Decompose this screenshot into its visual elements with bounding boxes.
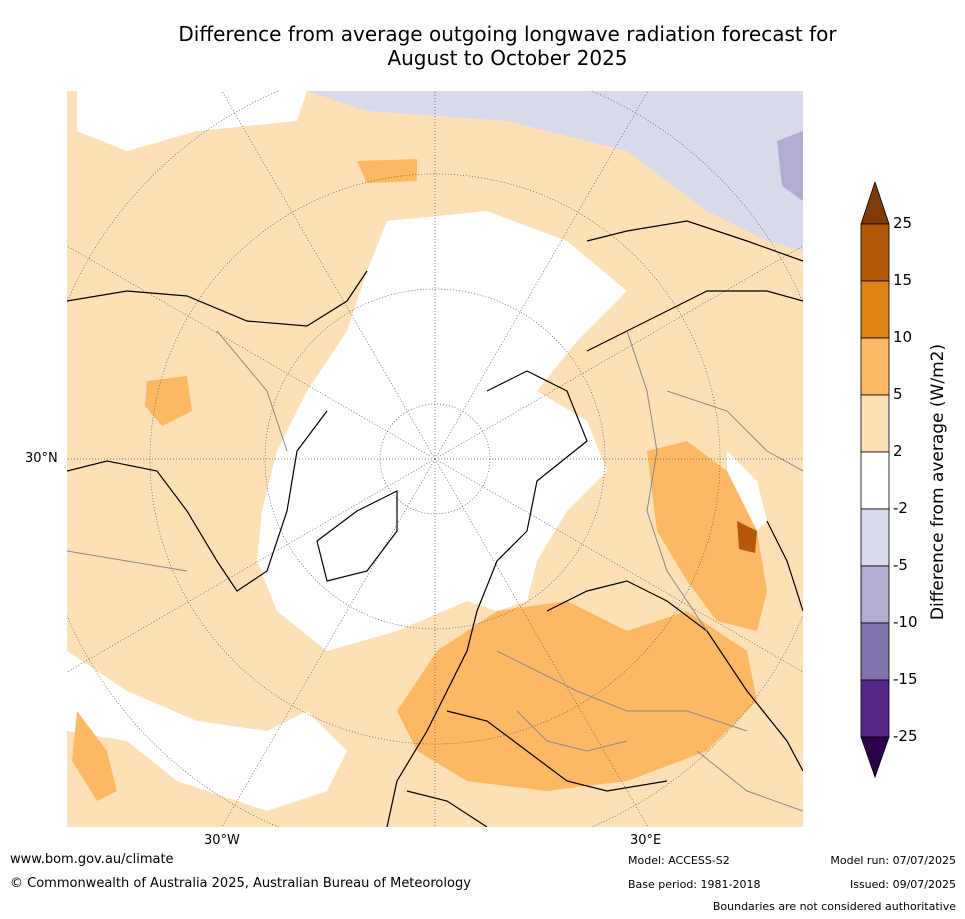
positive-asia-region [647,441,767,631]
colorbar-extend-max [860,182,890,225]
positive-atlantic-patch [72,711,117,801]
graticule [67,91,803,827]
footer-base-period: Base period: 1981-2018 [628,878,761,891]
colorbar-tick-label: 15 [893,271,913,289]
footer-model-run: Model run: 07/07/2025 [830,854,956,867]
forecast-map [67,91,803,827]
negative-anomaly-region [307,91,803,251]
positive-hotspot [737,521,757,553]
colorbar [860,182,890,779]
colorbar-tick-label: 25 [893,214,913,232]
colorbar-segment [860,565,890,624]
colorbar-tick-label: 2 [893,442,903,460]
neutral-top-left [77,91,307,151]
colorbar-tick-label: -25 [893,727,918,745]
footer-copyright: © Commonwealth of Australia 2025, Austra… [10,876,471,891]
positive-europe-region [397,601,757,791]
neutral-atlantic-region [67,651,347,811]
country-boundaries [67,330,803,812]
lon-label-30w: 30°W [204,833,240,848]
colorbar-segment [860,337,890,396]
colorbar-tick-label: -5 [893,556,908,574]
footer-model: Model: ACCESS-S2 [628,854,730,867]
colorbar-segment [860,394,890,453]
colorbar-segment [860,280,890,339]
positive-canada-patch [145,376,192,426]
neutral-top-island [207,161,367,221]
colorbar-segment [860,223,890,282]
lon-label-30e: 30°E [630,833,662,848]
negative-anomaly-strong [777,131,803,201]
lat-label-30n: 30°N [25,451,58,466]
colorbar-extend-min [860,736,890,779]
colorbar-tick-label: 5 [893,385,903,403]
colorbar-tick-label: -2 [893,499,908,517]
title-line-1: Difference from average outgoing longwav… [178,22,837,46]
colorbar-title: Difference from average (W/m2) [928,343,948,621]
colorbar-segment [860,622,890,681]
colorbar-segment [860,451,890,510]
colorbar-segment [860,508,890,567]
footer-issued: Issued: 09/07/2025 [849,878,956,891]
positive-pacific-patch [357,159,417,183]
chart-title: Difference from average outgoing longwav… [0,22,965,70]
colorbar-tick-label: 10 [893,328,913,346]
colorbar-segment [860,679,890,738]
coastlines [67,220,803,827]
colorbar-tick-label: -15 [893,670,918,688]
title-line-2: August to October 2025 [387,46,628,70]
colorbar-tick-label: -10 [893,613,918,631]
footer-disclaimer: Boundaries are not considered authoritat… [712,900,956,913]
footer-website[interactable]: www.bom.gov.au/climate [10,852,174,867]
